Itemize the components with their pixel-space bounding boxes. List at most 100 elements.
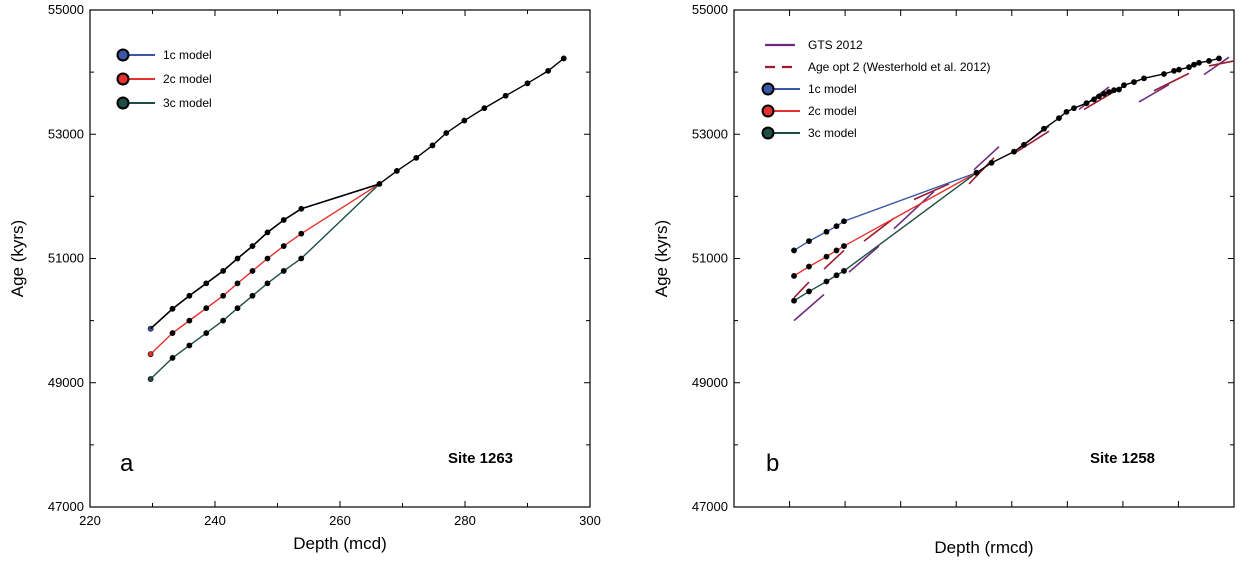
data-point <box>806 263 812 270</box>
data-point <box>1063 108 1070 115</box>
x-tick-label: 260 <box>329 513 351 528</box>
site-label: Site 1258 <box>1090 450 1155 467</box>
legend-swatch-marker <box>116 96 130 110</box>
legend-swatch-marker <box>761 126 775 140</box>
legend-item: 1c model <box>116 48 212 62</box>
site-label: Site 1263 <box>448 450 513 467</box>
data-point <box>1011 148 1017 155</box>
y-tick-label: 49000 <box>48 375 84 390</box>
legend-swatch-marker <box>761 82 775 96</box>
data-point <box>1083 100 1090 107</box>
panel-label: a <box>120 450 134 477</box>
x-tick-label: 280 <box>454 513 476 528</box>
data-point <box>1206 58 1212 64</box>
y-tick-label: 51000 <box>692 251 728 266</box>
x-axis-label: Depth (rmcd) <box>934 538 1033 557</box>
series-segment <box>1208 60 1235 67</box>
series-line <box>378 57 565 185</box>
data-point <box>791 247 797 254</box>
legend-item: 1c model <box>761 82 857 96</box>
x-axis-label: Depth (mcd) <box>293 534 387 553</box>
data-point <box>169 354 176 361</box>
data-point <box>169 330 176 336</box>
data-point <box>806 288 812 295</box>
legend-item: 2c model <box>761 104 857 118</box>
data-point <box>186 342 193 349</box>
x-tick-label: 220 <box>79 513 101 528</box>
legend-label: 3c model <box>163 96 212 110</box>
data-point <box>973 169 980 176</box>
series-segment <box>1203 56 1230 76</box>
series-segment <box>848 245 880 273</box>
data-point <box>833 223 840 230</box>
data-point <box>1176 66 1182 73</box>
data-point <box>1091 96 1097 103</box>
y-tick-label: 55000 <box>48 2 84 17</box>
data-point <box>234 280 241 287</box>
data-point <box>249 292 256 299</box>
data-point <box>988 159 995 166</box>
data-point <box>833 247 840 254</box>
data-point <box>560 55 567 62</box>
legend-label: GTS 2012 <box>808 38 863 52</box>
y-tick-label: 47000 <box>692 499 728 514</box>
panel-label: b <box>766 450 779 477</box>
data-point <box>1171 67 1177 74</box>
data-point <box>1116 86 1122 93</box>
series-segment <box>1153 72 1190 92</box>
data-point <box>220 292 227 299</box>
data-point <box>264 280 271 287</box>
series-segment <box>893 190 935 230</box>
legend-item: 3c model <box>116 96 212 110</box>
legend-item: Age opt 2 (Westerhold et al. 2012) <box>765 60 991 74</box>
data-point <box>502 92 509 99</box>
series-segment <box>973 146 1000 171</box>
data-point <box>833 272 840 279</box>
series-segment <box>1013 130 1050 155</box>
chart-panel-a: 47000 49000 51000 53000 55000 220 240 260 280 300… <box>8 2 601 553</box>
data-point <box>1041 125 1047 132</box>
data-point <box>1141 75 1147 82</box>
data-point <box>1096 93 1102 100</box>
y-tick-label: 47000 <box>48 499 84 514</box>
data-point <box>393 168 400 174</box>
series-line <box>793 172 977 252</box>
legend-label: 1c model <box>808 82 857 96</box>
legend-item: 2c model <box>116 72 212 86</box>
data-point <box>823 228 830 235</box>
data-point <box>823 278 830 285</box>
data-point <box>429 142 436 149</box>
series-line <box>976 57 1220 174</box>
x-tick-label: 300 <box>579 513 601 528</box>
data-point <box>1101 90 1107 97</box>
data-point <box>791 297 797 304</box>
series-line <box>150 183 380 380</box>
x-tick-label: 240 <box>204 513 226 528</box>
data-point <box>1121 82 1127 89</box>
series-segment <box>793 293 825 322</box>
data-point <box>280 268 287 274</box>
legend-swatch-marker <box>116 72 130 86</box>
y-tick-label: 49000 <box>692 375 728 390</box>
y-tick-label: 53000 <box>692 126 728 141</box>
data-point <box>1021 141 1027 148</box>
data-point <box>147 376 154 382</box>
data-point <box>1131 79 1137 85</box>
data-point <box>1071 105 1077 112</box>
legend-item: GTS 2012 <box>765 38 863 52</box>
legend-item: 3c model <box>761 126 857 140</box>
data-point <box>841 243 847 249</box>
data-point <box>1111 87 1117 94</box>
series-line <box>793 172 977 277</box>
series-line-overlay <box>150 183 380 330</box>
data-point <box>234 305 241 312</box>
y-axis-label: Age (kyrs) <box>652 220 671 297</box>
series-line <box>793 172 977 302</box>
y-tick-label: 51000 <box>48 251 84 266</box>
data-point <box>413 154 420 161</box>
y-tick-label: 55000 <box>692 2 728 17</box>
data-point <box>1191 61 1197 68</box>
data-point <box>280 243 287 249</box>
series-segment <box>793 281 810 299</box>
